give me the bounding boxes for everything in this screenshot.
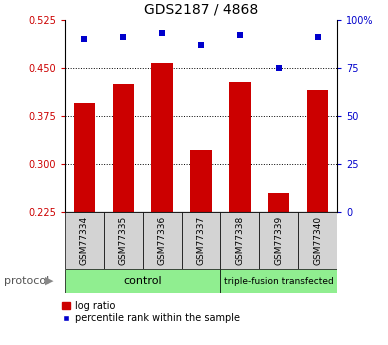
Bar	[220, 269, 337, 293]
Point	[237, 32, 243, 38]
Text: GSM77338: GSM77338	[236, 216, 244, 265]
Point	[275, 65, 282, 71]
Text: GSM77340: GSM77340	[313, 216, 322, 265]
Bar	[268, 193, 289, 212]
Text: GSM77335: GSM77335	[119, 216, 128, 265]
Bar	[182, 212, 220, 269]
Point	[81, 37, 88, 42]
Bar	[65, 269, 220, 293]
Bar	[104, 212, 143, 269]
Title: GDS2187 / 4868: GDS2187 / 4868	[144, 2, 258, 16]
Bar	[74, 103, 95, 212]
Point	[120, 34, 126, 40]
Bar	[298, 212, 337, 269]
Bar	[191, 150, 212, 212]
Bar	[307, 90, 328, 212]
Text: protocol: protocol	[4, 276, 49, 286]
Bar	[143, 212, 182, 269]
Bar	[151, 63, 173, 212]
Text: GSM77339: GSM77339	[274, 216, 283, 265]
Point	[159, 31, 165, 36]
Legend: log ratio, percentile rank within the sample: log ratio, percentile rank within the sa…	[62, 301, 240, 323]
Bar	[220, 212, 259, 269]
Bar	[259, 212, 298, 269]
Bar	[65, 212, 104, 269]
Text: GSM77334: GSM77334	[80, 216, 89, 265]
Text: GSM77336: GSM77336	[158, 216, 166, 265]
Text: triple-fusion transfected: triple-fusion transfected	[224, 276, 334, 286]
Text: GSM77337: GSM77337	[196, 216, 206, 265]
Point	[198, 42, 204, 48]
Bar	[113, 84, 134, 212]
Text: ▶: ▶	[45, 276, 54, 286]
Point	[314, 34, 320, 40]
Text: control: control	[123, 276, 162, 286]
Bar	[229, 82, 251, 212]
